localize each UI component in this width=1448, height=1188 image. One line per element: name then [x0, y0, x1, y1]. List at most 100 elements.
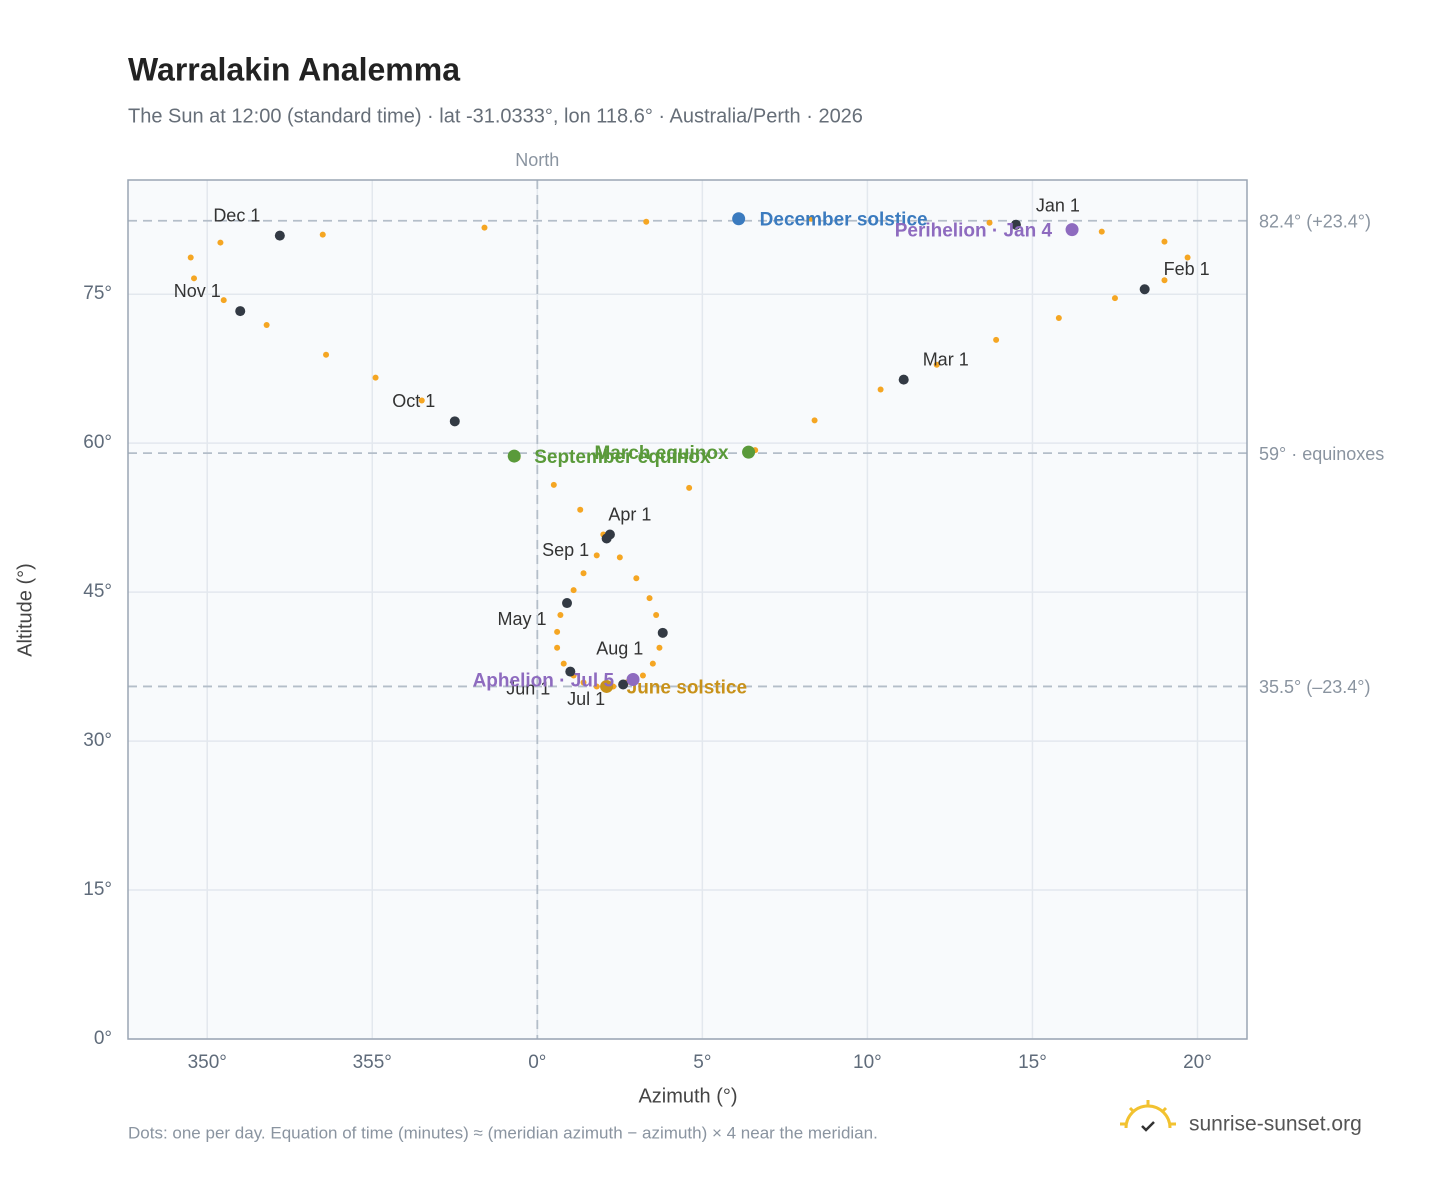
day-dot — [593, 552, 600, 559]
plot-frame — [127, 179, 1248, 1040]
day-dot — [653, 611, 660, 618]
plot-layer: Jan 1 Feb 1 Mar 1 Apr 1 May 1 Jun 1 Jul 1 Aug 1… — [128, 180, 1247, 1040]
month-marker — [565, 666, 576, 677]
chart-subtitle: The Sun at 12:00 (standard time) · lat -… — [128, 105, 863, 127]
reference-label: 82.4° (+23.4°) — [1259, 211, 1371, 231]
month-marker — [562, 598, 573, 609]
x-axis-label: Azimuth (°) — [638, 1085, 737, 1107]
y-tick-label: 0° — [94, 1028, 112, 1049]
month-marker — [657, 627, 668, 638]
y-axis-label: Altitude (°) — [14, 563, 36, 657]
day-dot — [554, 628, 561, 635]
day-dot — [1098, 228, 1105, 235]
x-tick-label: 350° — [188, 1052, 227, 1073]
plot-area — [128, 180, 1247, 1039]
day-dot — [580, 679, 587, 686]
month-label: Apr 1 — [608, 504, 651, 524]
day-dot — [593, 683, 600, 690]
day-dot — [811, 417, 818, 424]
day-dot — [986, 219, 993, 226]
day-dot — [643, 218, 650, 225]
day-dot — [560, 660, 567, 667]
day-dot — [649, 660, 656, 667]
day-dot — [1161, 238, 1168, 245]
reference-label: 59° · equinoxes — [1259, 444, 1384, 464]
x-tick-label: 5° — [693, 1052, 711, 1073]
month-marker — [274, 230, 285, 241]
day-dot — [319, 231, 326, 238]
day-dot — [993, 336, 1000, 343]
month-label: Nov 1 — [174, 281, 221, 301]
event-label: June solstice — [627, 677, 747, 698]
event-label: September equinox — [534, 447, 711, 468]
month-label: Jan 1 — [1036, 195, 1080, 215]
day-dot — [633, 575, 640, 582]
day-dot — [554, 644, 561, 651]
day-dot — [580, 570, 587, 577]
event-marker — [742, 445, 756, 459]
y-tick-label: 45° — [83, 581, 112, 602]
month-label: Mar 1 — [923, 349, 969, 369]
day-dot — [217, 239, 224, 246]
month-label: May 1 — [498, 609, 547, 629]
reference-label: 35.5° (–23.4°) — [1259, 677, 1370, 697]
month-label: Jun 1 — [506, 678, 550, 698]
day-dot — [877, 386, 884, 393]
y-tick-label: 75° — [83, 283, 112, 304]
day-dot — [656, 644, 663, 651]
month-label: Oct 1 — [392, 391, 435, 411]
month-marker — [1010, 219, 1021, 230]
x-tick-label: 10° — [853, 1052, 882, 1073]
event-label: December solstice — [760, 210, 928, 231]
event-marker — [732, 212, 746, 226]
day-dot — [481, 224, 488, 231]
day-dot — [1184, 254, 1191, 261]
day-dot — [323, 351, 330, 358]
day-dot — [808, 215, 815, 222]
x-tick-label: 355° — [353, 1052, 392, 1073]
meridian-label: North — [515, 150, 559, 170]
month-label: Aug 1 — [596, 639, 643, 659]
day-dot — [187, 254, 194, 261]
month-marker — [1139, 284, 1150, 295]
day-dot — [1055, 315, 1062, 322]
event-label: Perihelion · Jan 4 — [895, 221, 1053, 242]
y-tick-label: 15° — [83, 879, 112, 900]
month-label: Jul 1 — [567, 689, 605, 709]
day-dot — [616, 554, 623, 561]
event-label: Aphelion · Jul 5 — [473, 671, 615, 692]
month-label: Dec 1 — [213, 205, 260, 225]
y-tick-label: 30° — [83, 730, 112, 751]
day-dot — [1111, 295, 1118, 302]
day-dot — [557, 611, 564, 618]
month-label: Feb 1 — [1164, 259, 1210, 279]
day-dot — [577, 506, 584, 513]
x-tick-label: 0° — [528, 1052, 546, 1073]
day-dot — [933, 361, 940, 368]
day-dot — [372, 374, 379, 381]
brand: sunrise-sunset.org — [1189, 1113, 1362, 1136]
day-dot — [263, 321, 270, 328]
event-marker — [626, 673, 640, 687]
day-dot — [220, 297, 227, 304]
day-dot — [418, 397, 425, 404]
event-marker — [507, 449, 521, 463]
event-marker — [600, 679, 614, 693]
month-marker — [898, 374, 909, 385]
month-marker — [449, 416, 460, 427]
chart-title: Warralakin Analemma — [128, 51, 460, 87]
day-dot — [570, 587, 577, 594]
day-dot — [550, 481, 557, 488]
y-tick-label: 60° — [83, 432, 112, 453]
x-tick-label: 15° — [1018, 1052, 1047, 1073]
day-dot — [639, 672, 646, 679]
month-marker — [235, 306, 246, 317]
month-label: Sep 1 — [542, 540, 589, 560]
x-tick-label: 20° — [1183, 1052, 1212, 1073]
day-dot — [686, 484, 693, 491]
brand-icon — [1120, 1100, 1176, 1132]
month-marker — [601, 533, 612, 544]
event-marker — [1065, 223, 1079, 237]
footnote: Dots: one per day. Equation of time (min… — [128, 1123, 878, 1142]
